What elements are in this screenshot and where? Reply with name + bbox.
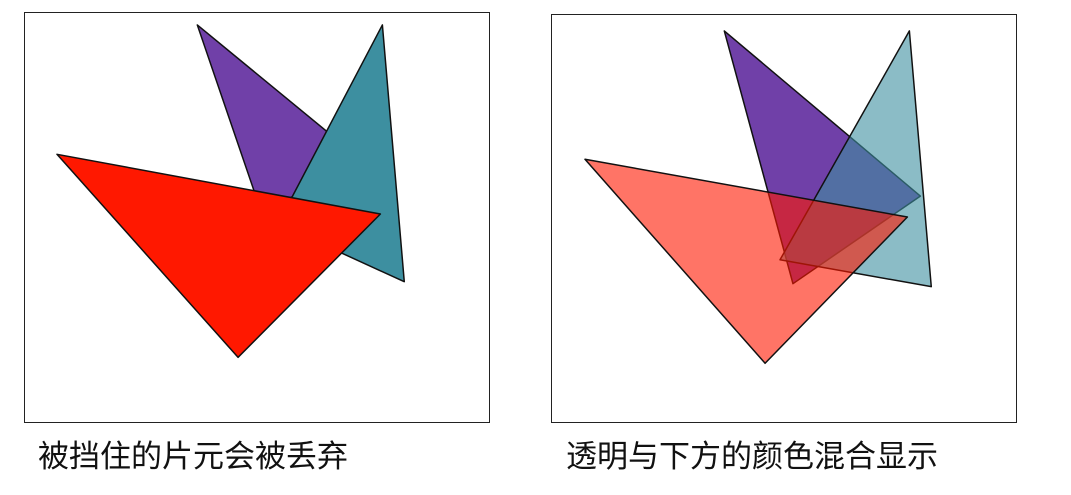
transparent-panel (551, 14, 1017, 423)
opaque-caption: 被挡住的片元会被丢弃 (38, 439, 348, 475)
blended-triangles-diagram (584, 30, 933, 365)
red-triangle (56, 153, 382, 359)
opaque-triangles-diagram (56, 24, 406, 359)
transparent-caption: 透明与下方的颜色混合显示 (566, 439, 938, 475)
opaque-panel (24, 12, 490, 423)
red-triangle (584, 158, 909, 365)
